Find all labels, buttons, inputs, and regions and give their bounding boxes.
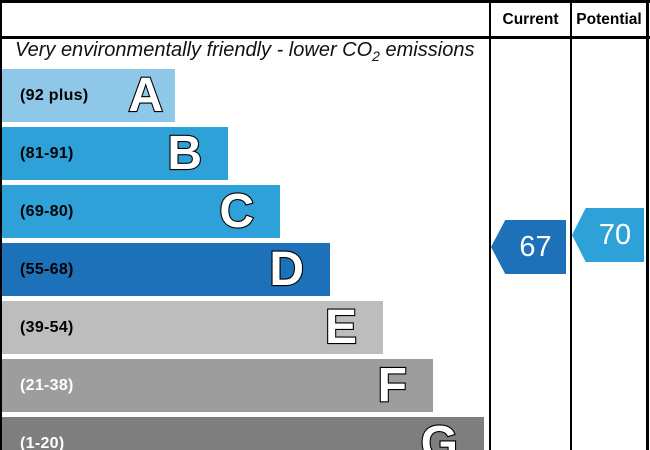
chart-border-left [0, 0, 2, 450]
band-f: (21-38) F [2, 359, 433, 412]
chart-border-right [646, 0, 649, 450]
band-g-letter: G [420, 416, 460, 450]
chart-title-subscript: 2 [372, 48, 380, 64]
band-e: (39-54) E [2, 301, 383, 354]
band-a: (92 plus) A [2, 69, 175, 122]
chart-title-text: Very environmentally friendly - lower CO [15, 39, 373, 61]
current-rating-pointer: 67 [491, 220, 566, 274]
band-c-letter: C [218, 184, 255, 238]
current-rating-value: 67 [519, 230, 552, 263]
band-e-range-label: (39-54) [20, 318, 74, 336]
band-e-letter: E [324, 300, 358, 354]
band-d-letter: D [268, 242, 305, 296]
band-g-range-label: (1-20) [20, 434, 65, 450]
band-f-range-label: (21-38) [20, 376, 74, 394]
chart-border-top [0, 0, 650, 3]
band-b: (81-91) B [2, 127, 228, 180]
potential-column-header: Potential [576, 10, 642, 28]
band-f-letter: F [377, 358, 409, 412]
header-separator [0, 36, 650, 39]
band-c-range-label: (69-80) [20, 202, 74, 220]
current-column-header: Current [502, 10, 559, 28]
potential-column-divider [570, 0, 572, 450]
chart-title-suffix: emissions [379, 39, 475, 61]
chart-title: Very environmentally friendly - lower CO… [15, 39, 485, 64]
band-d: (55-68) D [2, 243, 330, 296]
band-g: (1-20) G [2, 417, 484, 450]
band-d-range-label: (55-68) [20, 260, 74, 278]
potential-rating-pointer: 70 [572, 208, 644, 262]
band-a-letter: A [127, 68, 164, 122]
band-a-range-label: (92 plus) [20, 86, 89, 104]
potential-rating-value: 70 [598, 218, 632, 251]
current-column-divider [489, 0, 491, 450]
band-b-range-label: (81-91) [20, 144, 74, 162]
band-b-letter: B [166, 126, 203, 180]
band-c: (69-80) C [2, 185, 280, 238]
